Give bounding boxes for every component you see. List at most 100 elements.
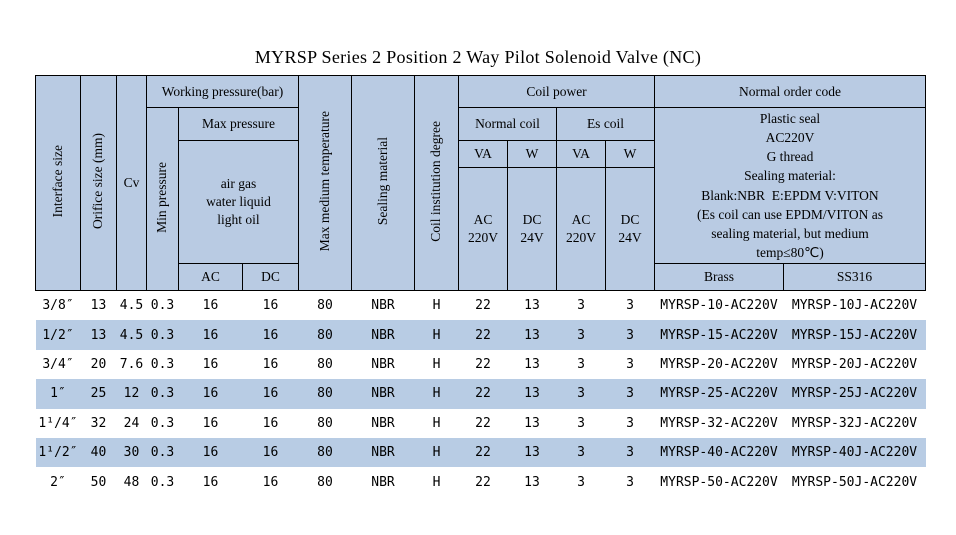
- cell-es_w: 3: [626, 386, 634, 402]
- cell-max_dc: 16: [262, 474, 279, 490]
- cell-code_ss316: MYRSP-40J-AC220V: [791, 445, 918, 461]
- header-row-2: Min pressure Max pressure Normal coil Es…: [36, 107, 926, 291]
- cell-max_dc: 16: [262, 386, 279, 402]
- cell-max_ac: 16: [202, 445, 219, 461]
- cell-max_temp: 80: [317, 386, 333, 402]
- col-header-interface-size: Interface size: [35, 75, 81, 291]
- order-code-note: Plastic seal AC220V G thread Sealing mat…: [654, 107, 926, 264]
- col-header-min-pressure: Min pressure: [146, 107, 179, 291]
- cell-interface: 3/8″: [42, 298, 74, 314]
- cell-es_w: 3: [626, 445, 634, 461]
- cell-orifice: 40: [90, 445, 107, 461]
- cell-orifice: 32: [90, 415, 107, 431]
- cell-es_va: 3: [577, 298, 585, 314]
- cell-degree: H: [432, 298, 441, 314]
- col-header-coil-institution-degree: Coil institution degree: [414, 75, 459, 291]
- cell-normal_w: 13: [524, 445, 540, 461]
- cell-degree: H: [432, 386, 441, 402]
- cell-max_temp: 80: [317, 298, 333, 314]
- cell-interface: 1/2″: [42, 327, 74, 343]
- cell-max_dc: 16: [262, 327, 279, 343]
- cell-degree: H: [432, 445, 441, 461]
- cell-normal_va: 22: [475, 415, 491, 431]
- cell-orifice: 13: [90, 327, 107, 343]
- cell-cv: 30: [123, 445, 140, 461]
- cell-es_va: 3: [577, 356, 585, 372]
- col-header-orifice-size: Orifice size (mm): [80, 75, 117, 291]
- cell-code_ss316: MYRSP-32J-AC220V: [791, 415, 918, 431]
- cell-interface: 3/4″: [42, 356, 74, 372]
- cell-code_brass: MYRSP-50-AC220V: [660, 474, 778, 490]
- cell-normal_va: 22: [475, 474, 491, 490]
- col-header-normal-coil-w: W: [507, 140, 557, 168]
- cell-code_ss316: MYRSP-50J-AC220V: [791, 474, 918, 490]
- cell-code_brass: MYRSP-10-AC220V: [660, 298, 778, 314]
- col-header-normal-coil-va: VA: [458, 140, 508, 168]
- cell-code_brass: MYRSP-40-AC220V: [660, 445, 778, 461]
- col-header-sealing-material: Sealing material: [351, 75, 415, 291]
- table-row: 1¹/2″ 40 30 0.3 16 16 80 NBR H 22 13 3 3 MYRSP-40-AC2…: [35, 437, 926, 468]
- col-header-max-pressure-media: air gas water liquid light oil: [178, 140, 299, 264]
- cell-max_temp: 80: [317, 474, 333, 490]
- spec-table: Interface size Orifice size (mm) Cv Work…: [35, 75, 926, 497]
- cell-es_va: 3: [577, 386, 585, 402]
- cell-interface: 1″: [50, 386, 66, 402]
- cell-es_va: 3: [577, 327, 585, 343]
- col-header-max-pressure-ac: AC: [178, 263, 243, 291]
- spec-table-header: Interface size Orifice size (mm) Cv Work…: [35, 75, 926, 291]
- cell-normal_w: 13: [524, 415, 540, 431]
- header-row-4: AC 220V DC 24V AC 220V DC 24V: [36, 167, 926, 291]
- cell-orifice: 25: [90, 386, 107, 402]
- cell-min_pressure: 0.3: [150, 474, 175, 490]
- table-row: 3/8″ 13 4.5 0.3 16 16 80 NBR H 22 13 3 3 MYRSP-10-AC2…: [36, 291, 926, 321]
- cell-max_ac: 16: [202, 386, 219, 402]
- col-header-brass: Brass: [654, 263, 784, 291]
- cell-degree: H: [432, 474, 441, 490]
- col-header-normal-order-code: Normal order code: [654, 75, 926, 108]
- cell-interface: 1¹/2″: [38, 445, 78, 461]
- cell-max_ac: 16: [202, 327, 219, 343]
- cell-code_ss316: MYRSP-10J-AC220V: [791, 298, 918, 314]
- cell-orifice: 50: [90, 474, 107, 490]
- cell-sealing: NBR: [371, 298, 395, 314]
- col-header-es-w-dc24v: DC 24V: [605, 167, 655, 291]
- col-header-coil-power: Coil power: [458, 75, 655, 108]
- cell-code_ss316: MYRSP-20J-AC220V: [791, 356, 918, 372]
- cell-degree: H: [432, 327, 441, 343]
- cell-sealing: NBR: [371, 474, 395, 490]
- cell-cv: 48: [123, 474, 140, 490]
- cell-interface: 2″: [50, 474, 66, 490]
- cell-max_ac: 16: [202, 298, 219, 314]
- col-header-es-coil-w: W: [605, 140, 655, 168]
- page-title: MYRSP Series 2 Position 2 Way Pilot Sole…: [254, 47, 702, 67]
- cell-normal_w: 13: [524, 356, 540, 372]
- cell-sealing: NBR: [371, 445, 395, 461]
- header-row-1: Interface size Orifice size (mm) Cv Work…: [35, 75, 926, 291]
- cell-code_brass: MYRSP-25-AC220V: [660, 386, 778, 402]
- cell-code_brass: MYRSP-15-AC220V: [660, 327, 778, 343]
- interface-size-label: Interface size: [49, 144, 65, 218]
- cell-code_ss316: MYRSP-15J-AC220V: [791, 327, 918, 343]
- cell-max_temp: 80: [317, 327, 333, 343]
- col-header-ss316: SS316: [783, 263, 926, 291]
- cell-orifice: 20: [90, 356, 107, 372]
- cell-code_ss316: MYRSP-25J-AC220V: [791, 386, 918, 402]
- cell-sealing: NBR: [371, 327, 395, 343]
- col-header-normal-va-ac220v: AC 220V: [458, 167, 508, 291]
- cell-max_ac: 16: [202, 356, 219, 372]
- header-row-3: air gas water liquid light oil VA W VA W: [36, 140, 926, 264]
- cell-normal_va: 22: [475, 386, 491, 402]
- cell-code_brass: MYRSP-20-AC220V: [660, 356, 778, 372]
- cell-es_va: 3: [577, 474, 585, 490]
- table-row: 2″ 50 48 0.3 16 16 80 NBR H 22 13 3 3 MYRSP-50-AC220V…: [36, 467, 926, 496]
- cell-normal_w: 13: [524, 386, 540, 402]
- col-header-es-va-ac220v: AC 220V: [556, 167, 606, 291]
- cell-normal_w: 13: [524, 327, 540, 343]
- col-header-cv: Cv: [116, 75, 147, 291]
- cell-normal_va: 22: [475, 298, 491, 314]
- cell-cv: 24: [123, 415, 140, 431]
- orifice-size-label: Orifice size (mm): [90, 133, 106, 229]
- cell-max_dc: 16: [262, 298, 279, 314]
- cell-degree: H: [432, 415, 441, 431]
- cell-cv: 7.6: [119, 356, 144, 372]
